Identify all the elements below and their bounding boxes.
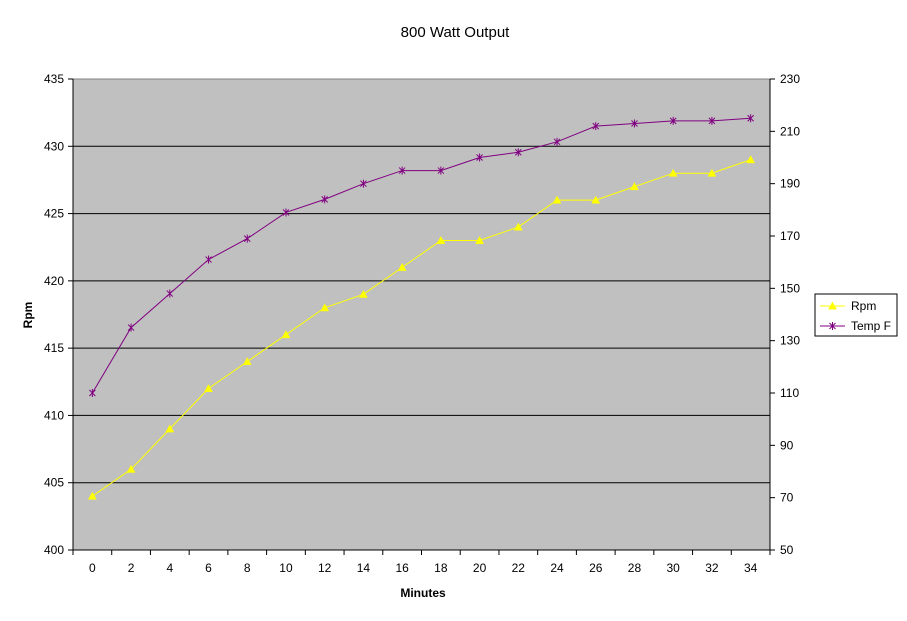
x-tick-label: 16 [395, 561, 409, 575]
data-point-rpm [475, 235, 485, 244]
data-point-temp-f [243, 234, 251, 243]
data-point-temp-f [282, 208, 290, 217]
data-point-temp-f [205, 255, 212, 264]
right-tick-label: 230 [780, 72, 800, 86]
data-point-rpm [707, 168, 717, 177]
right-tick-label: 150 [780, 281, 800, 295]
x-axis-label: Minutes [400, 586, 446, 600]
legend-marker-temp-f [829, 322, 836, 330]
series-layer [87, 114, 756, 500]
left-tick-label: 420 [44, 274, 64, 288]
left-axis: 400 405 410 415 420 425 430 435 [44, 72, 74, 557]
right-tick-label: 130 [780, 334, 800, 348]
x-tick-label: 34 [744, 561, 758, 575]
x-tick-label: 14 [357, 561, 371, 575]
x-tick-label: 28 [628, 561, 642, 575]
data-point-temp-f [321, 195, 329, 204]
legend-marker-rpm [828, 301, 837, 310]
gridlines [73, 145, 770, 484]
plot-area [72, 78, 771, 551]
data-point-rpm [320, 303, 330, 312]
data-point-temp-f [127, 323, 135, 332]
right-tick-label: 110 [780, 386, 799, 400]
right-tick-label: 90 [780, 438, 794, 452]
data-point-temp-f [747, 114, 754, 123]
x-tick-label: 18 [434, 561, 448, 575]
right-tick-label: 210 [780, 124, 800, 138]
x-tick-label: 2 [128, 561, 135, 575]
data-point-rpm [242, 357, 252, 366]
data-point-temp-f [553, 137, 561, 146]
data-point-temp-f [631, 119, 638, 128]
data-point-rpm [513, 222, 523, 231]
x-tick-label: 4 [166, 561, 173, 575]
x-tick-label: 24 [550, 561, 564, 575]
data-point-temp-f [437, 166, 445, 175]
data-point-rpm [552, 195, 562, 204]
right-tick-label: 70 [780, 491, 794, 505]
legend-box [814, 293, 898, 337]
data-point-rpm [436, 235, 446, 244]
data-point-temp-f [708, 116, 716, 125]
left-tick-label: 425 [44, 207, 64, 221]
data-point-temp-f [89, 389, 96, 397]
data-point-temp-f [476, 153, 483, 162]
left-tick-label: 405 [44, 476, 64, 490]
left-tick-label: 410 [44, 408, 64, 422]
x-tick-label: 22 [512, 561, 526, 575]
right-tick-label: 50 [780, 543, 794, 557]
left-tick-label: 430 [44, 139, 64, 153]
data-point-rpm [397, 262, 407, 271]
x-tick-label: 20 [473, 561, 487, 575]
left-tick-label: 400 [44, 543, 64, 557]
chart-title: 800 Watt Output [401, 24, 511, 41]
legend-label-rpm: Rpm [851, 299, 876, 313]
legend: Rpm Temp F [814, 293, 898, 337]
right-tick-label: 170 [780, 229, 800, 243]
data-point-rpm [165, 424, 175, 433]
data-point-rpm [591, 195, 601, 204]
series-line-rpm [92, 159, 751, 497]
data-point-temp-f [166, 289, 174, 298]
left-tick-label: 435 [44, 72, 64, 86]
data-point-rpm [358, 289, 368, 298]
data-point-rpm [630, 182, 639, 191]
data-point-rpm [746, 155, 756, 164]
x-tick-label: 6 [205, 561, 212, 575]
x-tick-label: 32 [705, 561, 719, 575]
x-tick-label: 8 [244, 561, 251, 575]
data-point-temp-f [360, 179, 367, 188]
left-tick-label: 415 [44, 341, 64, 355]
data-point-rpm [668, 168, 678, 177]
data-point-rpm [87, 491, 97, 500]
data-point-rpm [126, 464, 136, 473]
x-axis: 0 2 4 6 8 10 12 14 16 18 20 22 24 26 28 30 32 34 [72, 549, 771, 575]
x-tick-label: 26 [589, 561, 603, 575]
data-point-temp-f [592, 122, 600, 131]
x-tick-label: 12 [318, 561, 332, 575]
data-point-rpm [204, 383, 213, 392]
data-point-temp-f [398, 166, 406, 175]
x-tick-label: 10 [279, 561, 293, 575]
data-point-temp-f [669, 116, 677, 125]
y-axis-label: Rpm [21, 302, 35, 329]
series-line-temp-f [91, 117, 751, 394]
right-axis: 50 70 90 110 130 150 170 190 210 230 [769, 72, 800, 557]
right-tick-label: 190 [780, 177, 800, 191]
data-point-rpm [281, 330, 291, 339]
data-point-temp-f [514, 148, 522, 157]
legend-label-temp-f: Temp F [851, 319, 891, 333]
x-tick-label: 0 [89, 561, 96, 575]
x-tick-label: 30 [667, 561, 681, 575]
